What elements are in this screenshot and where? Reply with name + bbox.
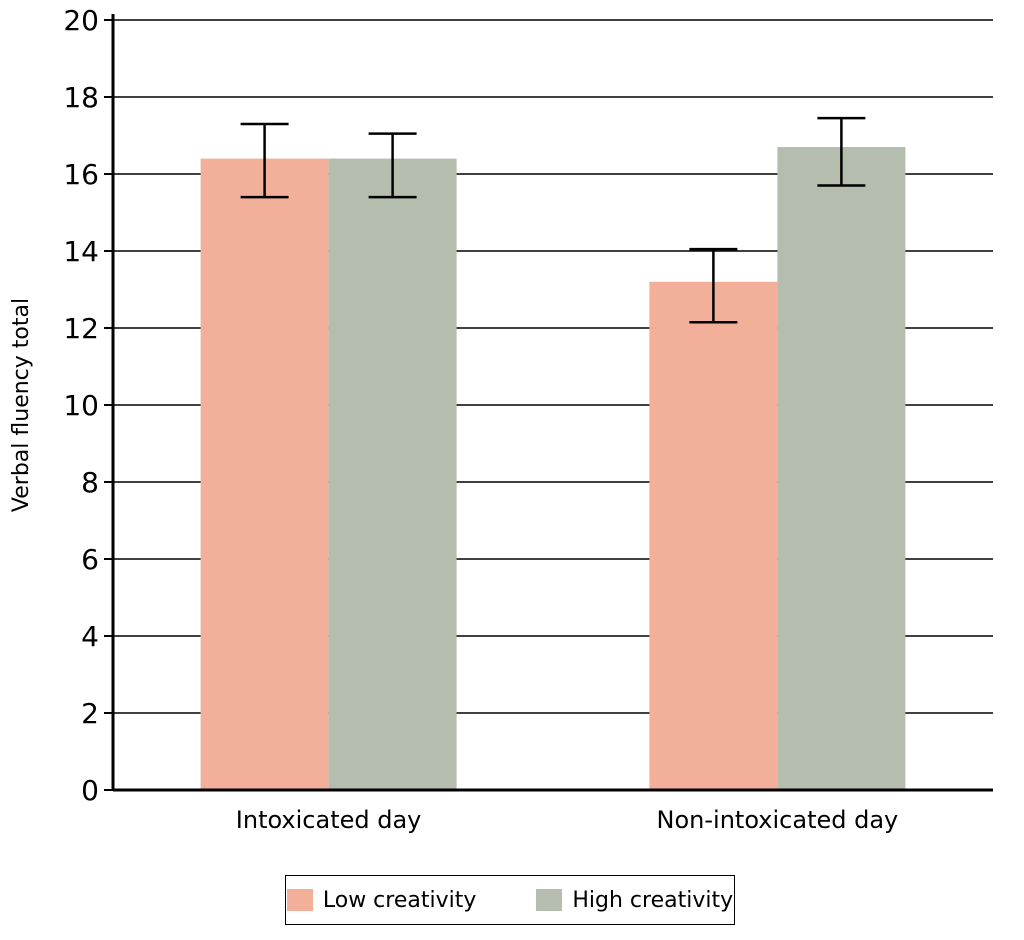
y-tick-label: 16 bbox=[63, 158, 99, 191]
bar bbox=[649, 282, 777, 790]
bar-chart: Intoxicated day Non-intoxicated day 0 2 4 6 8 1… bbox=[0, 0, 1024, 940]
y-tick-label: 10 bbox=[63, 389, 99, 422]
legend-swatch bbox=[536, 889, 562, 911]
bar bbox=[329, 159, 457, 790]
y-axis-label: Verbal fluency total bbox=[9, 298, 34, 512]
legend-item: Low creativity bbox=[287, 888, 477, 913]
y-tick-label: 18 bbox=[63, 81, 99, 114]
y-tick-label: 4 bbox=[81, 620, 99, 653]
legend-swatch bbox=[287, 889, 313, 911]
bar bbox=[201, 159, 329, 790]
category-label: Non-intoxicated day bbox=[657, 806, 899, 834]
y-tick-label: 20 bbox=[63, 4, 99, 37]
chart-container: Intoxicated day Non-intoxicated day 0 2 4 6 8 1… bbox=[0, 0, 1024, 940]
y-tick-label: 0 bbox=[81, 774, 99, 807]
category-label: Intoxicated day bbox=[236, 806, 422, 834]
bar bbox=[777, 147, 905, 790]
y-tick-label: 8 bbox=[81, 466, 99, 499]
y-tick-label: 12 bbox=[63, 312, 99, 345]
legend: Low creativity High creativity bbox=[285, 875, 735, 925]
legend-label: Low creativity bbox=[323, 888, 477, 913]
y-tick-label: 6 bbox=[81, 543, 99, 576]
y-tick-label: 2 bbox=[81, 697, 99, 730]
y-tick-label: 14 bbox=[63, 235, 99, 268]
legend-item: High creativity bbox=[536, 888, 733, 913]
legend-label: High creativity bbox=[572, 888, 733, 913]
